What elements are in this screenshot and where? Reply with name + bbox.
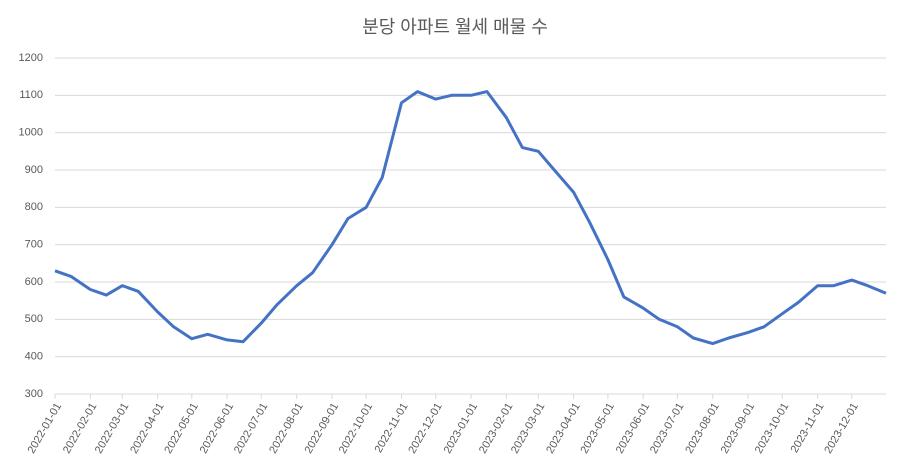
x-tick-label: 2023-07-01	[648, 401, 687, 456]
chart-title: 분당 아파트 월세 매물 수	[362, 17, 548, 37]
x-tick-label: 2022-05-01	[162, 401, 201, 456]
x-tick-label: 2023-10-01	[753, 401, 792, 456]
x-tick-label: 2022-12-01	[406, 401, 445, 456]
x-tick-label: 2022-03-01	[93, 401, 132, 456]
y-tick-label: 1100	[19, 89, 43, 101]
y-tick-label: 400	[25, 351, 43, 363]
y-tick-label: 700	[25, 239, 43, 251]
x-tick-label: 2023-12-01	[822, 401, 861, 456]
y-tick-label: 900	[25, 164, 43, 176]
x-tick-label: 2023-03-01	[509, 401, 548, 456]
x-tick-label: 2022-11-01	[373, 401, 411, 455]
y-tick-label: 1200	[19, 52, 43, 64]
x-tick-label: 2023-05-01	[578, 401, 617, 456]
x-tick-label: 2022-09-01	[303, 401, 342, 456]
x-tick-label: 2022-07-01	[232, 401, 271, 456]
x-tick-label: 2022-10-01	[337, 401, 376, 456]
x-tick-label: 2022-04-01	[128, 401, 167, 456]
x-tick-label: 2023-04-01	[544, 401, 583, 456]
x-tick-label: 2023-06-01	[614, 401, 653, 456]
x-tick-label: 2023-09-01	[719, 401, 758, 456]
x-tick-label: 2022-06-01	[198, 401, 237, 456]
x-tick-label: 2023-11-01	[789, 401, 827, 455]
x-tick-label: 2023-01-01	[442, 401, 481, 456]
x-tick-label: 2022-08-01	[267, 401, 306, 456]
y-tick-label: 300	[25, 388, 43, 400]
x-tick-label: 2022-01-01	[26, 401, 65, 456]
x-tick-label: 2023-08-01	[683, 401, 722, 456]
y-tick-label: 500	[25, 313, 43, 325]
y-tick-label: 600	[25, 276, 43, 288]
y-tick-label: 800	[25, 201, 43, 213]
y-tick-label: 1000	[19, 127, 43, 139]
data-line	[54, 90, 887, 346]
